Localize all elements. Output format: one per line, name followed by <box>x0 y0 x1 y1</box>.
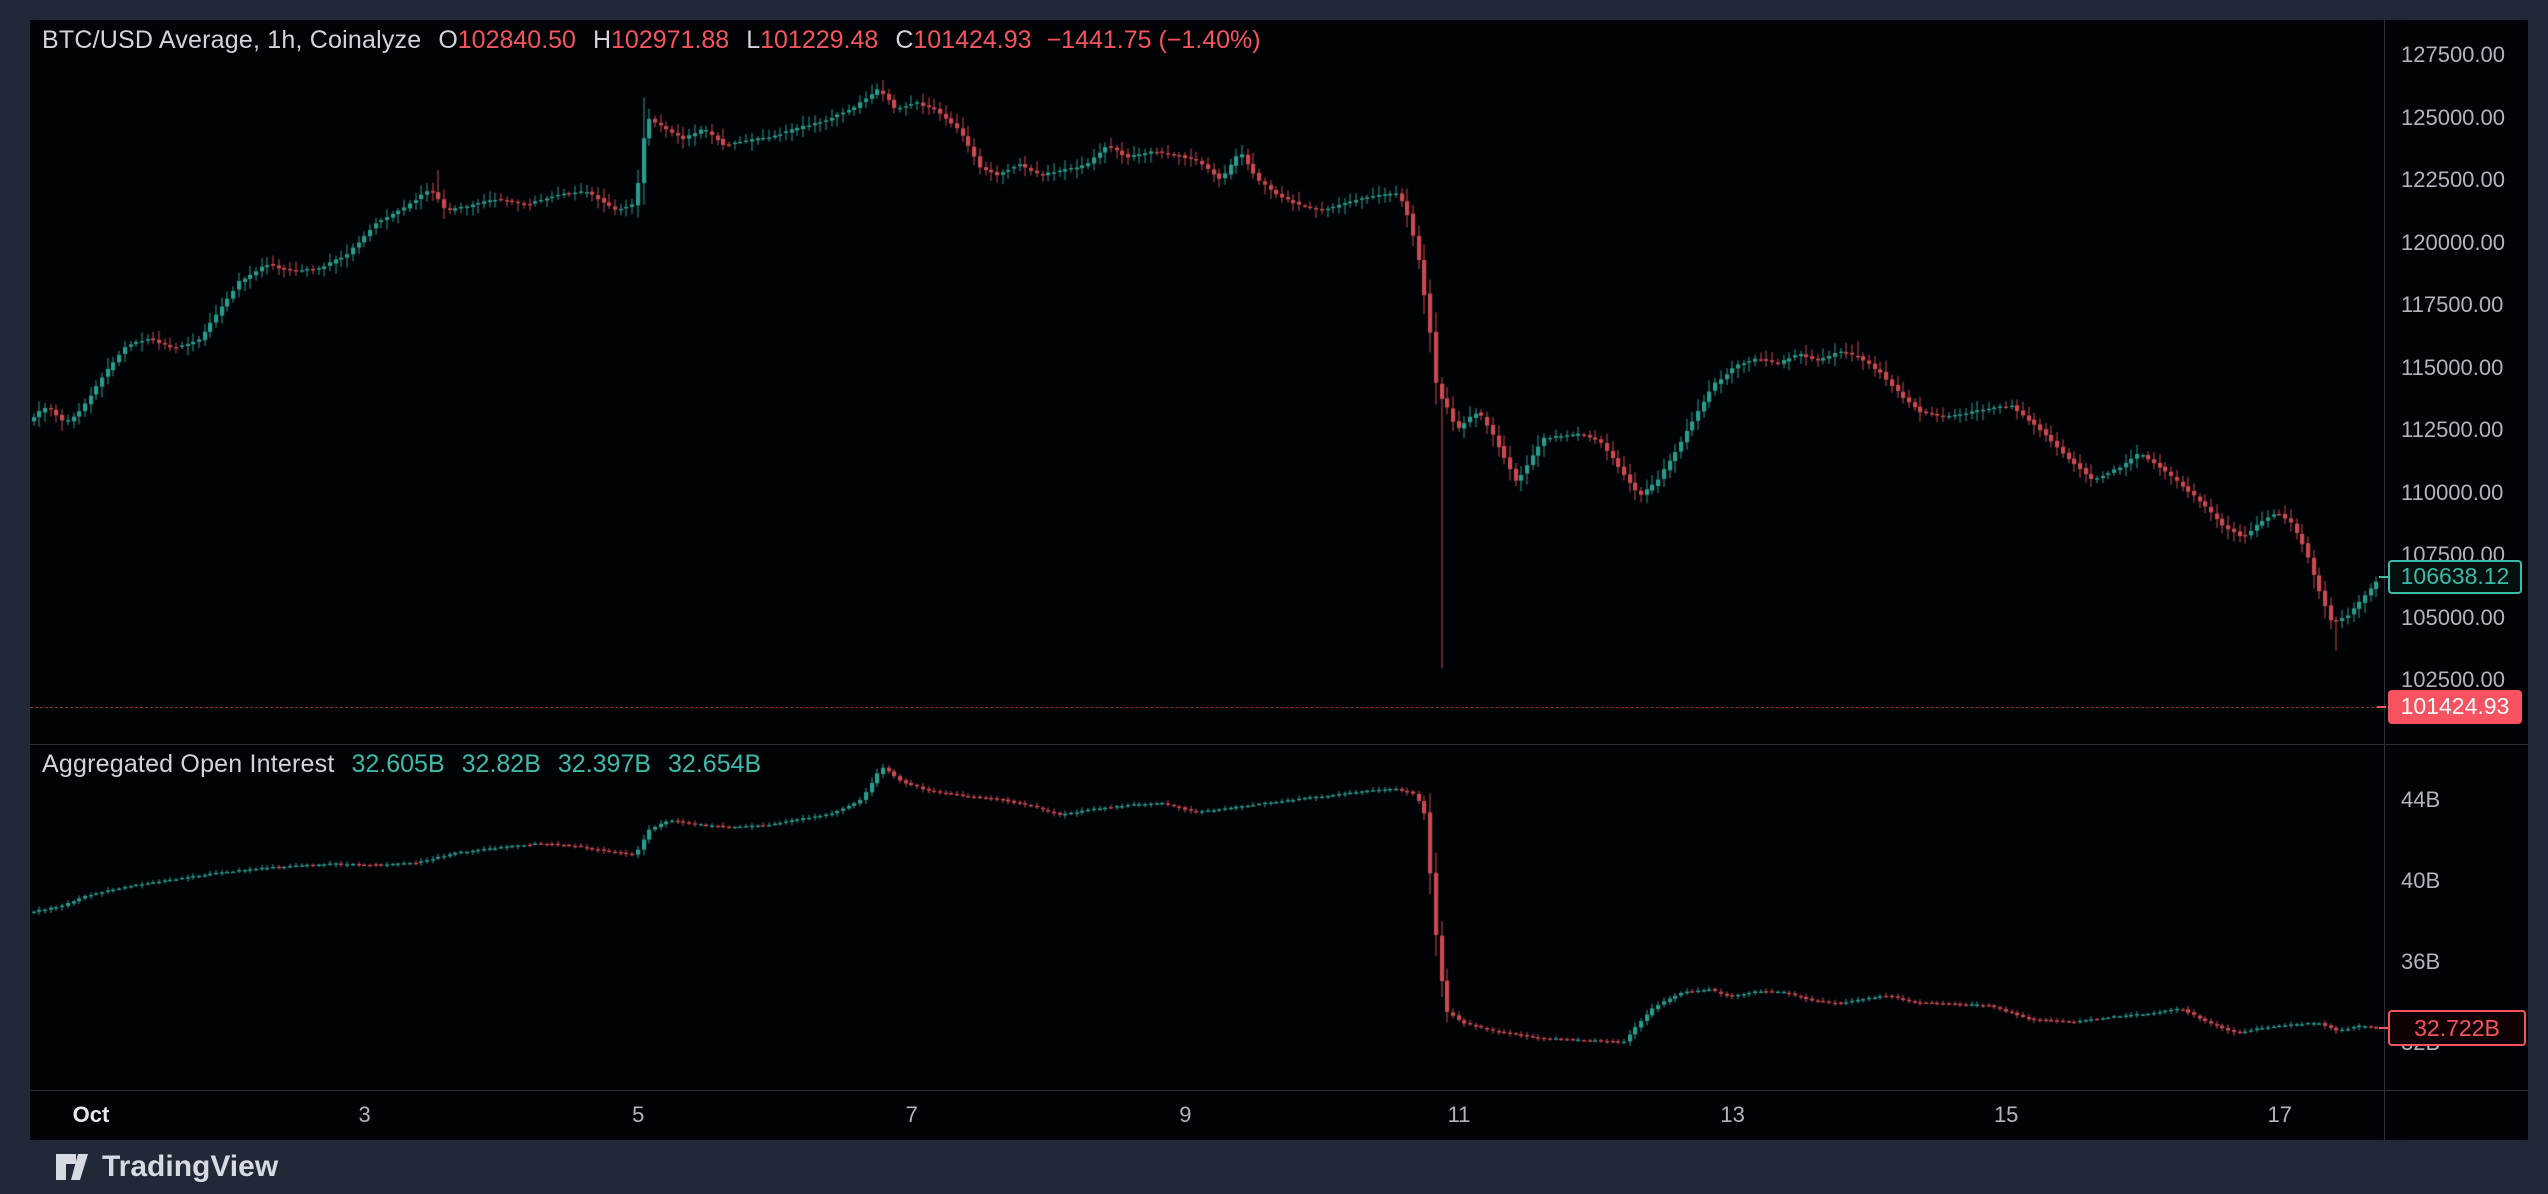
price-tick-label: 105000.00 <box>2401 604 2505 630</box>
tradingview-brand-text: TradingView <box>102 1150 279 1183</box>
price-tick-label: 125000.00 <box>2401 104 2505 130</box>
oi-tick-label: 44B <box>2401 787 2441 812</box>
price-tick-dash <box>2377 705 2386 708</box>
oi-close-value: 32.654B <box>668 750 762 778</box>
current-price-line <box>30 707 2384 708</box>
ohlc-open: O102840.50 <box>438 26 576 54</box>
time-tick-label: 17 <box>2267 1102 2293 1127</box>
price-tick-label: 112500.00 <box>2401 417 2504 442</box>
price-tick-label: 102500.00 <box>2401 667 2505 692</box>
time-axis-border <box>30 1090 2528 1091</box>
pane-separator[interactable] <box>30 744 2528 745</box>
oi-value-badge: 32.722B <box>2379 1010 2526 1047</box>
price-change: −1441.75 (−1.40%) <box>1046 26 1261 54</box>
indicator-title[interactable]: Aggregated Open Interest <box>42 750 335 778</box>
oi-tick-label: 36B <box>2401 949 2441 974</box>
symbol-title[interactable]: BTC/USD Average, 1h, Coinalyze <box>42 26 422 54</box>
tradingview-logo-icon <box>56 1154 88 1180</box>
price-tick-label: 115000.00 <box>2401 354 2504 380</box>
time-tick-label: 7 <box>905 1102 918 1127</box>
oi-high-value: 32.82B <box>461 750 541 778</box>
oi-pane-canvas[interactable] <box>30 744 2384 1090</box>
time-tick-label: 13 <box>1720 1102 1745 1127</box>
price-tick-label: 120000.00 <box>2401 229 2505 255</box>
price-tick-label: 122500.00 <box>2401 167 2505 192</box>
oi-legend: Aggregated Open Interest 32.605B 32.82B … <box>42 750 761 779</box>
price-tick-label: 127500.00 <box>2401 42 2505 67</box>
time-tick-label: 9 <box>1179 1102 1192 1127</box>
tradingview-logo-link[interactable]: TradingView <box>55 1150 278 1184</box>
chart-widget: BTC/USD Average, 1h, Coinalyze O102840.5… <box>30 20 2528 1140</box>
footer-bar: TradingView <box>0 1140 2548 1194</box>
oi-low-value: 32.397B <box>557 750 652 778</box>
last-close-price-badge: 106638.12 <box>2379 559 2522 594</box>
price-scale-border <box>2384 20 2385 1140</box>
time-tick-label: 5 <box>632 1102 645 1127</box>
price-legend: BTC/USD Average, 1h, Coinalyze O102840.5… <box>42 26 1261 55</box>
oi-tick-dash <box>2379 1027 2388 1030</box>
price-tick-label: 110000.00 <box>2401 479 2504 505</box>
time-tick-label: Oct <box>72 1102 110 1127</box>
price-pane-canvas[interactable] <box>30 20 2384 744</box>
ohlc-high: H102971.88 <box>592 26 730 54</box>
time-tick-label: 15 <box>1993 1102 2019 1127</box>
oi-tick-label: 40B <box>2401 868 2441 893</box>
current-price-badge: 101424.93 <box>2377 689 2522 724</box>
oi-open-value: 32.605B <box>351 750 445 778</box>
price-tick-dash <box>2379 575 2388 578</box>
time-tick-label: 11 <box>1447 1102 1471 1127</box>
ohlc-low: L101229.48 <box>746 26 879 54</box>
ohlc-close: C101424.93 <box>895 26 1032 54</box>
time-tick-label: 3 <box>358 1102 371 1127</box>
price-tick-label: 117500.00 <box>2401 292 2504 317</box>
